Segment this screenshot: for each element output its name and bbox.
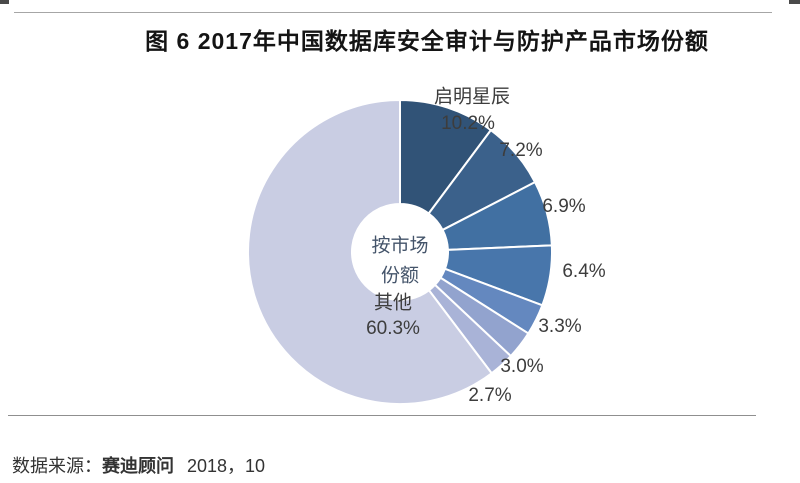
slice-value-label-启明星辰: 10.2%	[441, 113, 495, 134]
data-source-label: 数据来源：	[12, 456, 102, 476]
data-source-publisher: 赛迪顾问	[102, 456, 174, 476]
screen-artifact-right	[789, 0, 800, 4]
screen-artifact-left	[0, 0, 9, 4]
slice-value-label-2.7%: 2.7%	[468, 385, 512, 406]
slice-value-label-6.4%: 6.4%	[562, 261, 606, 282]
center-label-line-1: 按市场	[371, 235, 429, 257]
slice-value-label-3.0%: 3.0%	[500, 356, 544, 377]
slice-name-label-启明星辰: 启明星辰	[433, 86, 511, 108]
slice-name-label-其他: 其他	[373, 292, 413, 314]
data-source: 数据来源：赛迪顾问 2018，10	[12, 452, 265, 478]
bottom-rule	[8, 415, 756, 416]
data-source-date: 2018，10	[187, 456, 266, 476]
figure-title: 图 6 2017年中国数据库安全审计与防护产品市场份额	[145, 28, 709, 54]
slice-value-label-6.9%: 6.9%	[542, 196, 586, 217]
pie-slice-其他	[247, 99, 493, 405]
slice-value-label-7.2%: 7.2%	[499, 140, 543, 161]
center-label-line-2: 份额	[380, 265, 420, 287]
top-rule	[14, 12, 772, 13]
slice-value-label-3.3%: 3.3%	[538, 316, 582, 337]
slice-value-label-其他: 60.3%	[366, 318, 420, 339]
